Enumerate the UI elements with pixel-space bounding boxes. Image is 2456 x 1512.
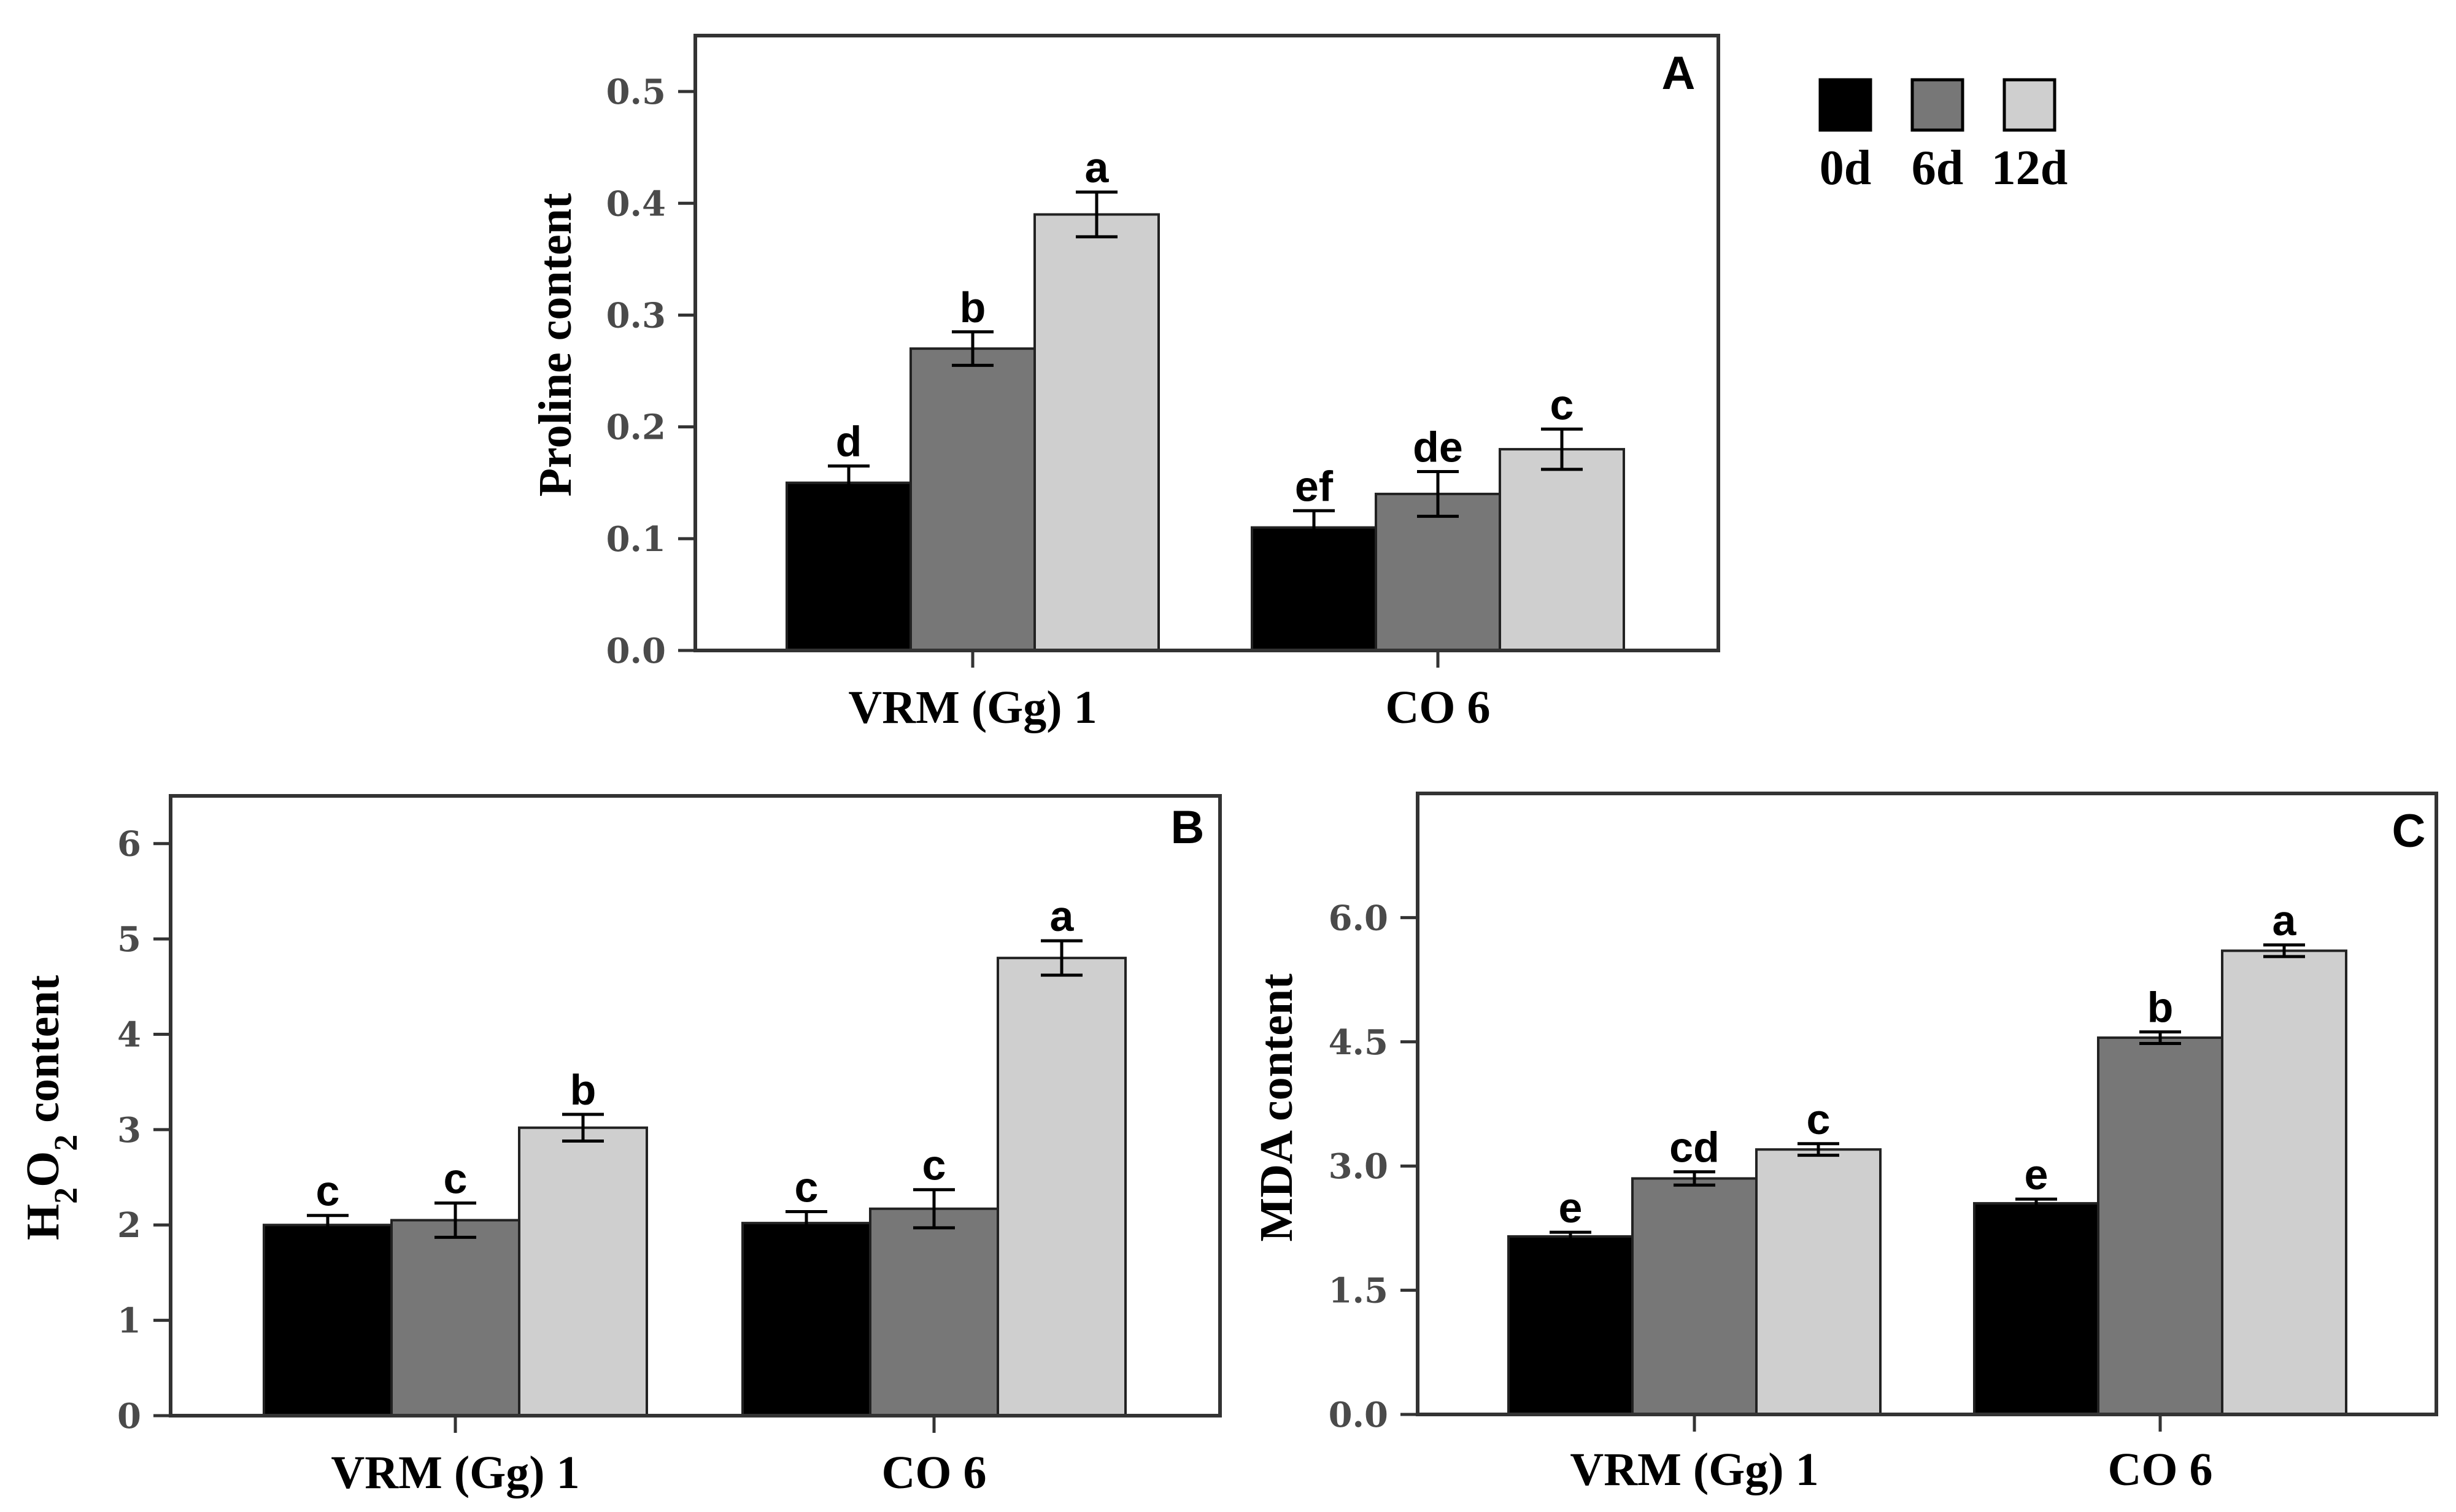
panel-a-plot-frame [693,34,1720,652]
panel-b-bar-12d [518,1126,648,1417]
panel-c-category-label: VRM (Gg) 1 [1570,1444,1818,1495]
panel-c-significance-label: e [1559,1184,1583,1232]
panel-c-significance-label: c [1807,1095,1831,1143]
panel-c-bar-12d [2221,949,2347,1416]
panel-a-y-tick-label: 0.3 [606,295,666,336]
panel-b-y-tick-label: 1 [117,1301,141,1341]
legend-label-12d: 12d [1991,141,2068,195]
legend: 0d 6d 12d [1818,78,2068,195]
panel-b-bar-6d [869,1207,999,1418]
panel-b-y-tick-label: 2 [117,1205,141,1246]
panel-b-y-tick-label: 0 [117,1396,141,1437]
panel-c-letter: C [2392,805,2426,857]
panel-c-y-tick-label: 6.0 [1329,898,1388,938]
panel-a-bar-12d [1499,448,1625,652]
panel-a-y-tick-label: 0.1 [606,519,666,560]
panel-a-bar-0d [786,481,912,652]
panel-a-letter: A [1662,47,1696,99]
panel-a-y-tick-label: 0.2 [606,407,666,448]
panel-c-significance-label: b [2147,984,2174,1032]
panel-b-significance-label: a [1050,892,1075,940]
panel-b-bar-6d [390,1219,520,1417]
panel-b-ticks: 0 1 2 3 4 5 6 VRM (Gg) 1 CO 6 [117,824,986,1498]
panel-b-significance-label: c [795,1163,819,1211]
panel-b-bars: c c c c b a [263,892,1127,1418]
panel-b-letter: B [1171,801,1205,854]
panel-c-bar-0d [1973,1202,2099,1416]
panel-a-significance-label: de [1413,423,1463,471]
panel-c-bar-6d [2097,1036,2223,1416]
panel-c-significance-label: e [2025,1151,2049,1198]
panel-c-y-axis-title: MDA content [1251,974,1302,1242]
panel-a-bar-0d [1251,526,1377,652]
panel-b-bar-0d [263,1224,393,1417]
panel-b-significance-label: c [444,1154,468,1202]
panel-b-bar-12d [997,957,1127,1417]
panel-a-significance-label: c [1550,380,1574,428]
panel-b-y-tick-label: 6 [117,824,141,865]
panel-a-y-axis-title: Proline content [530,193,581,497]
panel-b-category-label: CO 6 [882,1447,987,1498]
panel-c-bars: e e cd b c a [1507,897,2347,1416]
panel-a-y-tick-label: 0.0 [606,631,666,671]
panel-c-y-tick-label: 1.5 [1329,1271,1388,1311]
legend-label-0d: 0d [1820,141,1872,195]
panel-b-chart: H2O2 content 0 1 2 3 4 5 6 VRM (Gg) 1 CO 6 c c c c b… [17,794,1222,1498]
panel-c-bar-6d [1631,1177,1758,1416]
panel-c-category-label: CO 6 [2108,1444,2213,1495]
panel-c-significance-label: a [2273,897,2297,944]
panel-b-y-axis-title: H2O2 content [17,975,84,1240]
panel-b-category-label: VRM (Gg) 1 [331,1447,579,1498]
panel-b-y-tick-label: 4 [117,1014,141,1055]
panel-a-y-tick-label: 0.5 [606,72,666,112]
panel-a-significance-label: b [960,284,986,331]
legend-label-6d: 6d [1912,141,1964,195]
panel-b-plot-frame [169,794,1222,1418]
panel-a-ticks: 0.0 0.1 0.2 0.3 0.4 0.5 VRM (Gg) 1 CO 6 [606,72,1491,733]
panel-b-significance-label: b [570,1066,597,1114]
legend-swatch-12d [2002,78,2056,132]
panel-a-y-tick-label: 0.4 [606,183,666,224]
panel-c-significance-label: cd [1669,1124,1720,1171]
panel-c-chart: MDA content 0.0 1.5 3.0 4.5 6.0 VRM (Gg) 1 CO … [1251,792,2438,1495]
panel-a-significance-label: ef [1295,462,1334,510]
panel-b-y-tick-label: 3 [117,1110,141,1151]
panel-a-bar-12d [1033,213,1160,652]
panel-b-y-tick-label: 5 [117,919,141,960]
panel-a-bars: d ef b de a c [786,144,1625,652]
panel-b-bar-0d [741,1222,871,1417]
panel-a-bar-6d [909,347,1036,652]
panel-c-y-tick-label: 4.5 [1329,1022,1388,1063]
panel-c-bar-12d [1755,1148,1882,1416]
legend-swatch-0d [1818,78,1872,132]
panel-c-y-tick-label: 0.0 [1329,1395,1388,1435]
panel-a-significance-label: a [1085,144,1110,191]
panel-a-category-label: VRM (Gg) 1 [848,682,1097,733]
legend-swatch-6d [1910,78,1964,132]
panel-b-significance-label: c [316,1167,340,1215]
panel-a-category-label: CO 6 [1386,682,1491,733]
panel-b-significance-label: c [922,1141,946,1189]
panel-c-ticks: 0.0 1.5 3.0 4.5 6.0 VRM (Gg) 1 CO 6 [1329,898,2213,1495]
panel-c-bar-0d [1507,1235,1634,1416]
panel-c-plot-frame [1416,792,2438,1416]
panel-c-y-tick-label: 3.0 [1329,1146,1388,1187]
panel-a-significance-label: d [836,417,862,465]
panel-a-chart: Proline content 0.0 0.1 0.2 0.3 0.4 0.5 VRM (G… [530,34,1720,733]
